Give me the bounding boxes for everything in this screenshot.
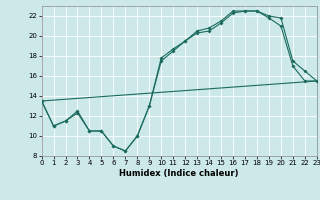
X-axis label: Humidex (Indice chaleur): Humidex (Indice chaleur) [119,169,239,178]
